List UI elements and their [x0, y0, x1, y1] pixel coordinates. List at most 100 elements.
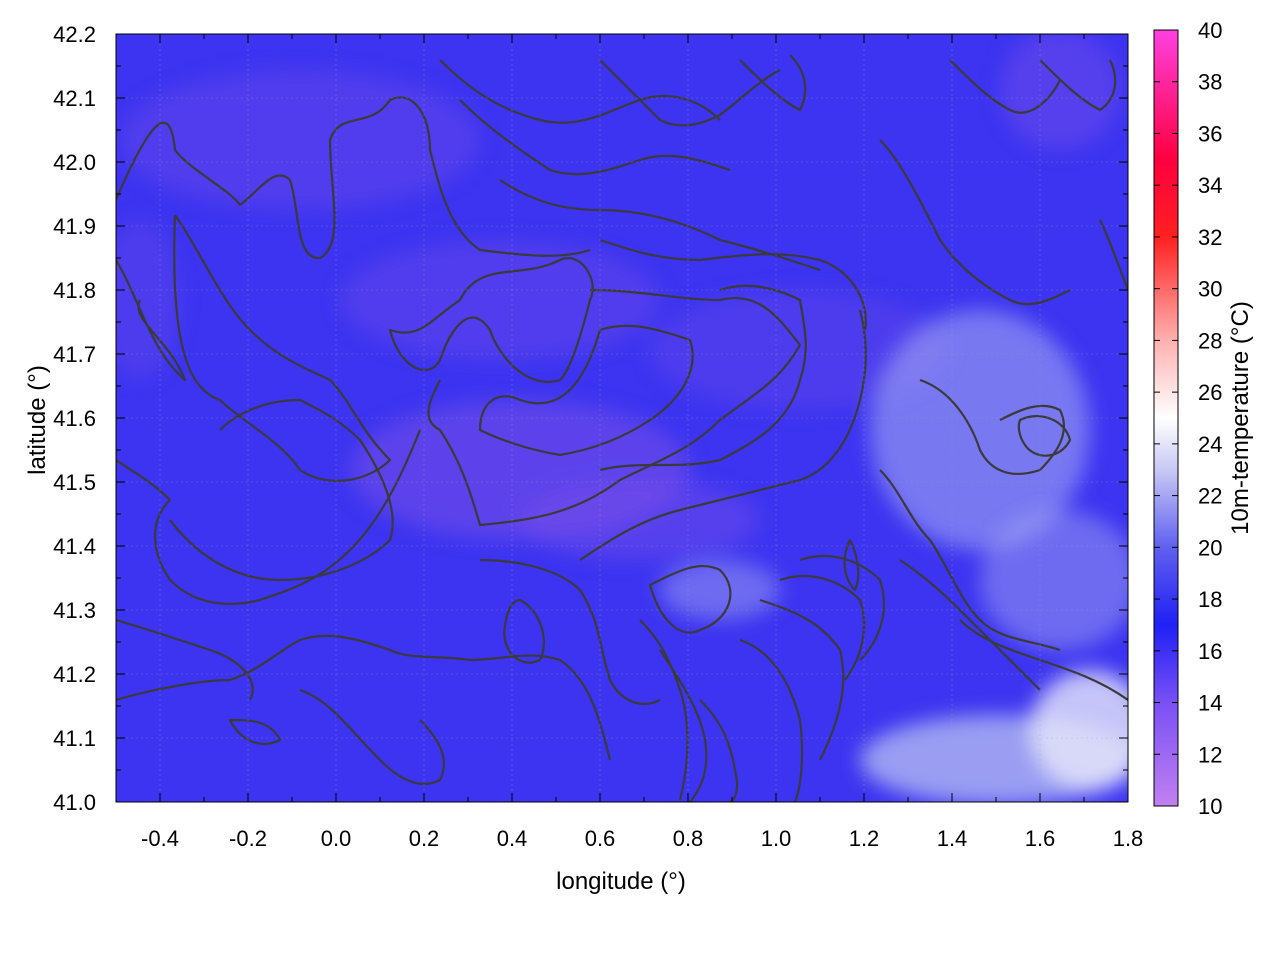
contour-line [116, 96, 591, 260]
field-patches [116, 34, 1128, 802]
colorbar-tick-label: 40 [1198, 18, 1222, 43]
colorbar: 10 12 14 16 18 20 22 24 26 28 30 32 34 36 38 40 10m-tem… [1153, 18, 1254, 819]
temperature-field [116, 34, 1128, 802]
contour-line [388, 256, 594, 383]
contour-line [228, 718, 282, 745]
colorbar-tick-label: 32 [1198, 225, 1222, 250]
colorbar-tick-label: 12 [1198, 742, 1222, 767]
x-axis: -0.4 -0.2 0.0 0.2 0.4 0.6 0.8 1.0 1.2 1.4 1.6 1.8 [115, 34, 1144, 851]
field-patch [340, 240, 660, 360]
contour-line [1039, 59, 1117, 112]
contour-line [759, 598, 845, 761]
colorbar-tick-label: 28 [1198, 328, 1222, 353]
contour-line [299, 688, 445, 785]
contour-line [949, 59, 1061, 114]
y-tick-label: 41.7 [53, 342, 96, 367]
contour-line [739, 638, 804, 802]
contour-line [169, 398, 394, 582]
contour-line [843, 538, 860, 592]
x-tick-label: 1.8 [1113, 826, 1144, 851]
colorbar-tick-label: 18 [1198, 587, 1222, 612]
contour-line [479, 558, 661, 705]
contour-line [439, 59, 721, 124]
colorbar-tick-label: 26 [1198, 380, 1222, 405]
contour-line [116, 618, 254, 701]
contour-line [116, 259, 187, 382]
y-tick-label: 42.2 [53, 22, 96, 47]
colorbar-tick-label: 34 [1198, 173, 1222, 198]
contour-line [599, 59, 781, 127]
y-tick-label: 41.2 [53, 662, 96, 687]
colorbar-tick-label: 24 [1198, 432, 1222, 457]
x-tick-label: 0.0 [321, 826, 352, 851]
x-tick-label: 1.0 [761, 826, 792, 851]
x-tick-label: 0.4 [497, 826, 528, 851]
contour-line [116, 459, 171, 501]
colorbar-scale [1153, 29, 1179, 807]
field-patch [1000, 34, 1120, 150]
contour-line [153, 429, 422, 606]
colorbar-tick-label: 36 [1198, 121, 1222, 146]
contour-line [459, 99, 731, 176]
y-tick-label: 41.4 [53, 534, 96, 559]
contour-line [779, 575, 866, 681]
x-tick-label: 1.4 [937, 826, 968, 851]
contour-lines [116, 54, 1128, 802]
contour-line [427, 288, 802, 527]
y-tick-label: 41.9 [53, 214, 96, 239]
colorbar-tick-label: 10 [1198, 794, 1222, 819]
x-tick-label: 0.2 [409, 826, 440, 851]
x-tick-label: 1.6 [1025, 826, 1056, 851]
y-tick-label: 41.1 [53, 726, 96, 751]
contour-line [799, 555, 885, 661]
x-tick-label: -0.4 [141, 826, 179, 851]
field-patch [120, 70, 480, 210]
contour-line [699, 699, 739, 802]
contour-line [879, 139, 1071, 306]
y-tick-label: 41.0 [53, 790, 96, 815]
contour-line [659, 649, 708, 802]
contour-line [879, 469, 1061, 652]
x-tick-label: -0.2 [229, 826, 267, 851]
contour-line [503, 598, 545, 664]
field-patch [660, 560, 780, 620]
contour-line [739, 54, 807, 112]
y-tick-label: 41.5 [53, 470, 96, 495]
field-patch [1030, 670, 1128, 790]
x-tick-label: 0.6 [585, 826, 616, 851]
y-tick-label: 41.6 [53, 406, 96, 431]
y-tick-label: 42.0 [53, 150, 96, 175]
field-patch [116, 220, 180, 380]
y-axis: 41.0 41.1 41.2 41.3 41.4 41.5 41.6 41.7 41.8 41.9… [53, 22, 1128, 815]
colorbar-tick-label: 22 [1198, 484, 1222, 509]
y-tick-label: 41.8 [53, 278, 96, 303]
contour-line [648, 565, 732, 634]
contour-line [1017, 415, 1072, 457]
contour-line [173, 214, 392, 482]
contour-line [116, 634, 612, 761]
contour-line [478, 324, 694, 457]
field-patch [520, 480, 760, 560]
y-axis-label: latitude (°) [24, 365, 51, 475]
contour-line [899, 559, 1041, 691]
x-axis-label: longitude (°) [556, 868, 686, 895]
colorbar-ticks: 10 12 14 16 18 20 22 24 26 28 30 32 34 36 38 40 [1154, 18, 1222, 819]
x-tick-label: 0.8 [673, 826, 704, 851]
colorbar-tick-label: 14 [1198, 691, 1222, 716]
contour-line [599, 284, 807, 472]
contour-line [639, 619, 689, 801]
colorbar-tick-label: 38 [1198, 70, 1222, 95]
colorbar-label: 10m-temperature (°C) [1227, 301, 1254, 535]
colorbar-tick-label: 16 [1198, 639, 1222, 664]
colorbar-tick-label: 30 [1198, 277, 1222, 302]
x-tick-label: 1.2 [849, 826, 880, 851]
y-tick-label: 41.3 [53, 598, 96, 623]
y-tick-label: 42.1 [53, 86, 96, 111]
field-patch [650, 290, 950, 410]
colorbar-tick-label: 20 [1198, 535, 1222, 560]
field-patch [870, 310, 1090, 550]
contour-line [599, 238, 867, 331]
field-patch [980, 510, 1128, 650]
contour-line [579, 309, 867, 561]
